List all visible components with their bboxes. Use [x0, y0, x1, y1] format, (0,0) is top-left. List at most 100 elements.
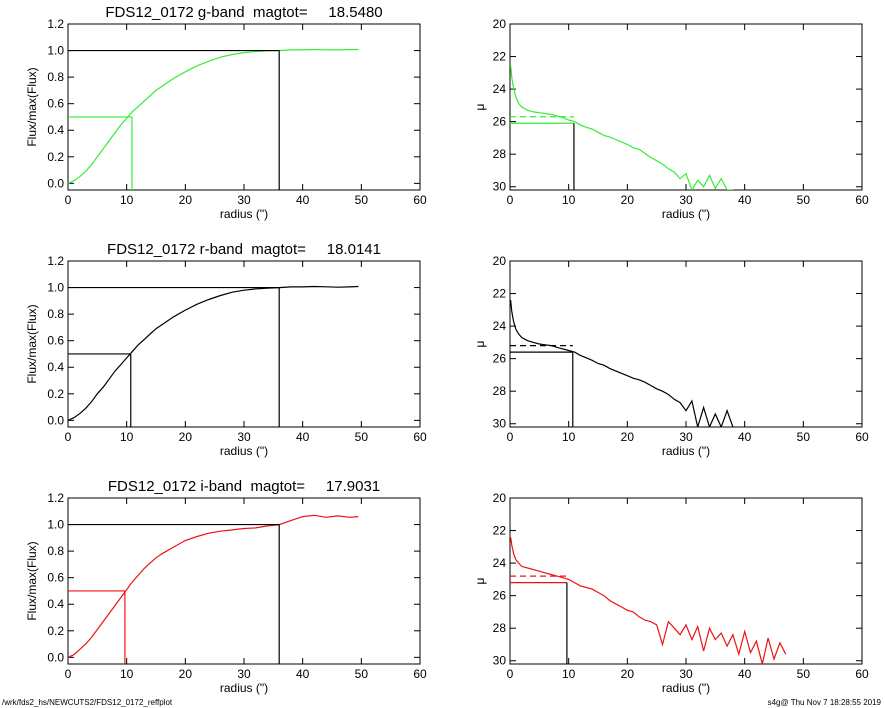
chart-title: FDS12_0172 i-band magtot= 17.9031 [108, 478, 380, 495]
y-tick-label: 28 [493, 384, 507, 398]
y-axis-label: Flux/max(Flux) [25, 541, 39, 620]
x-tick-label: 50 [355, 667, 369, 681]
chart-growth-i: 0 10 20 30 40 50 60 0.0 0.2 0.4 0.6 0.8 1.0 1.2 radius… [25, 478, 427, 695]
y-tick-label: 30 [493, 180, 507, 194]
x-tick-label: 40 [296, 193, 310, 207]
plot-area [68, 48, 359, 190]
x-axis-label: radius (") [220, 207, 268, 221]
x-tick-label: 50 [355, 430, 369, 444]
y-tick-label: 24 [493, 319, 507, 333]
y-tick-label: 0.4 [47, 597, 64, 611]
plot-area [510, 537, 787, 664]
y-tick-label: 26 [493, 115, 507, 129]
x-tick-label: 0 [65, 430, 72, 444]
y-tick-label: 1.2 [47, 491, 64, 505]
y-tick-label: 26 [493, 589, 507, 603]
y-tick-label: 0.8 [47, 544, 64, 558]
y-tick-label: 0.0 [47, 413, 64, 427]
x-tick-label: 40 [738, 667, 752, 681]
chart-growth-r: 0 10 20 30 40 50 60 0.0 0.2 0.4 0.6 0.8 1.0 1.2 radius… [25, 241, 427, 458]
x-tick-label: 30 [237, 430, 251, 444]
plot-frame [509, 23, 863, 191]
x-tick-label: 60 [855, 667, 869, 681]
y-tick-label: 20 [493, 17, 507, 31]
y-tick-label: 1.0 [47, 281, 64, 295]
x-tick-label: 60 [855, 193, 869, 207]
y-tick-label: 0.2 [47, 624, 64, 638]
x-tick-label: 30 [237, 667, 251, 681]
y-tick-label: 1.2 [47, 17, 64, 31]
y-tick-label: 24 [493, 82, 507, 96]
series-line-r [510, 300, 734, 427]
x-tick-label: 20 [179, 667, 193, 681]
x-axis-label: radius (") [220, 681, 268, 695]
x-tick-label: 60 [855, 430, 869, 444]
series-line-r [68, 285, 359, 421]
y-tick-label: 0.6 [47, 334, 64, 348]
x-axis-label: radius (") [662, 681, 710, 695]
y-tick-label: 22 [493, 287, 507, 301]
y-axis-label: μ [473, 103, 487, 110]
plot-area [68, 514, 359, 664]
x-tick-label: 0 [65, 667, 72, 681]
x-tick-label: 40 [738, 430, 752, 444]
y-tick-label: 20 [493, 254, 507, 268]
plot-area [510, 64, 733, 190]
x-tick-label: 30 [679, 667, 693, 681]
plot-area [68, 285, 359, 427]
plot-area [510, 300, 734, 427]
x-tick-label: 60 [413, 193, 427, 207]
x-tick-label: 60 [413, 430, 427, 444]
x-tick-label: 20 [621, 193, 635, 207]
y-tick-label: 0.4 [47, 123, 64, 137]
x-tick-label: 60 [413, 667, 427, 681]
plot-frame [67, 23, 421, 191]
y-tick-label: 0.0 [47, 650, 64, 664]
y-axis-label: Flux/max(Flux) [25, 304, 39, 383]
x-tick-label: 20 [621, 667, 635, 681]
y-tick-label: 28 [493, 621, 507, 635]
y-tick-label: 0.2 [47, 387, 64, 401]
x-tick-label: 10 [120, 430, 134, 444]
x-axis-label: radius (") [220, 444, 268, 458]
plot-frame [67, 497, 421, 665]
x-tick-label: 0 [507, 430, 514, 444]
y-tick-label: 0.6 [47, 571, 64, 585]
y-axis-label: Flux/max(Flux) [25, 67, 39, 146]
x-tick-label: 50 [797, 193, 811, 207]
y-tick-label: 1.0 [47, 518, 64, 532]
x-axis-label: radius (") [662, 207, 710, 221]
x-axis-label: radius (") [662, 444, 710, 458]
plot-frame [509, 260, 863, 428]
y-tick-label: 20 [493, 491, 507, 505]
series-line-i [510, 537, 787, 664]
y-tick-label: 28 [493, 147, 507, 161]
y-tick-label: 0.0 [47, 176, 64, 190]
x-tick-label: 0 [65, 193, 72, 207]
chart-title: FDS12_0172 r-band magtot= 18.0141 [107, 241, 381, 258]
y-tick-label: 0.8 [47, 70, 64, 84]
y-tick-label: 1.2 [47, 254, 64, 268]
series-line-g [68, 48, 359, 184]
x-tick-label: 10 [562, 193, 576, 207]
x-tick-label: 10 [562, 667, 576, 681]
x-tick-label: 20 [179, 430, 193, 444]
chart-growth-g: 0 10 20 30 40 50 60 0.0 0.2 0.4 0.6 0.8 1.0 1.2 radius… [25, 4, 427, 221]
y-tick-label: 0.6 [47, 97, 64, 111]
y-axis-label: μ [473, 340, 487, 347]
x-tick-label: 50 [355, 193, 369, 207]
chart-title: FDS12_0172 g-band magtot= 18.5480 [105, 4, 382, 21]
x-tick-label: 30 [679, 193, 693, 207]
x-tick-label: 0 [507, 193, 514, 207]
y-tick-label: 0.2 [47, 150, 64, 164]
plot-frame [509, 497, 863, 665]
x-tick-label: 40 [738, 193, 752, 207]
footer-timestamp: s4g@ Thu Nov 7 18:28:55 2019 [767, 698, 881, 707]
x-tick-label: 30 [679, 430, 693, 444]
y-tick-label: 24 [493, 556, 507, 570]
y-tick-label: 30 [493, 417, 507, 431]
series-line-g [510, 64, 733, 190]
